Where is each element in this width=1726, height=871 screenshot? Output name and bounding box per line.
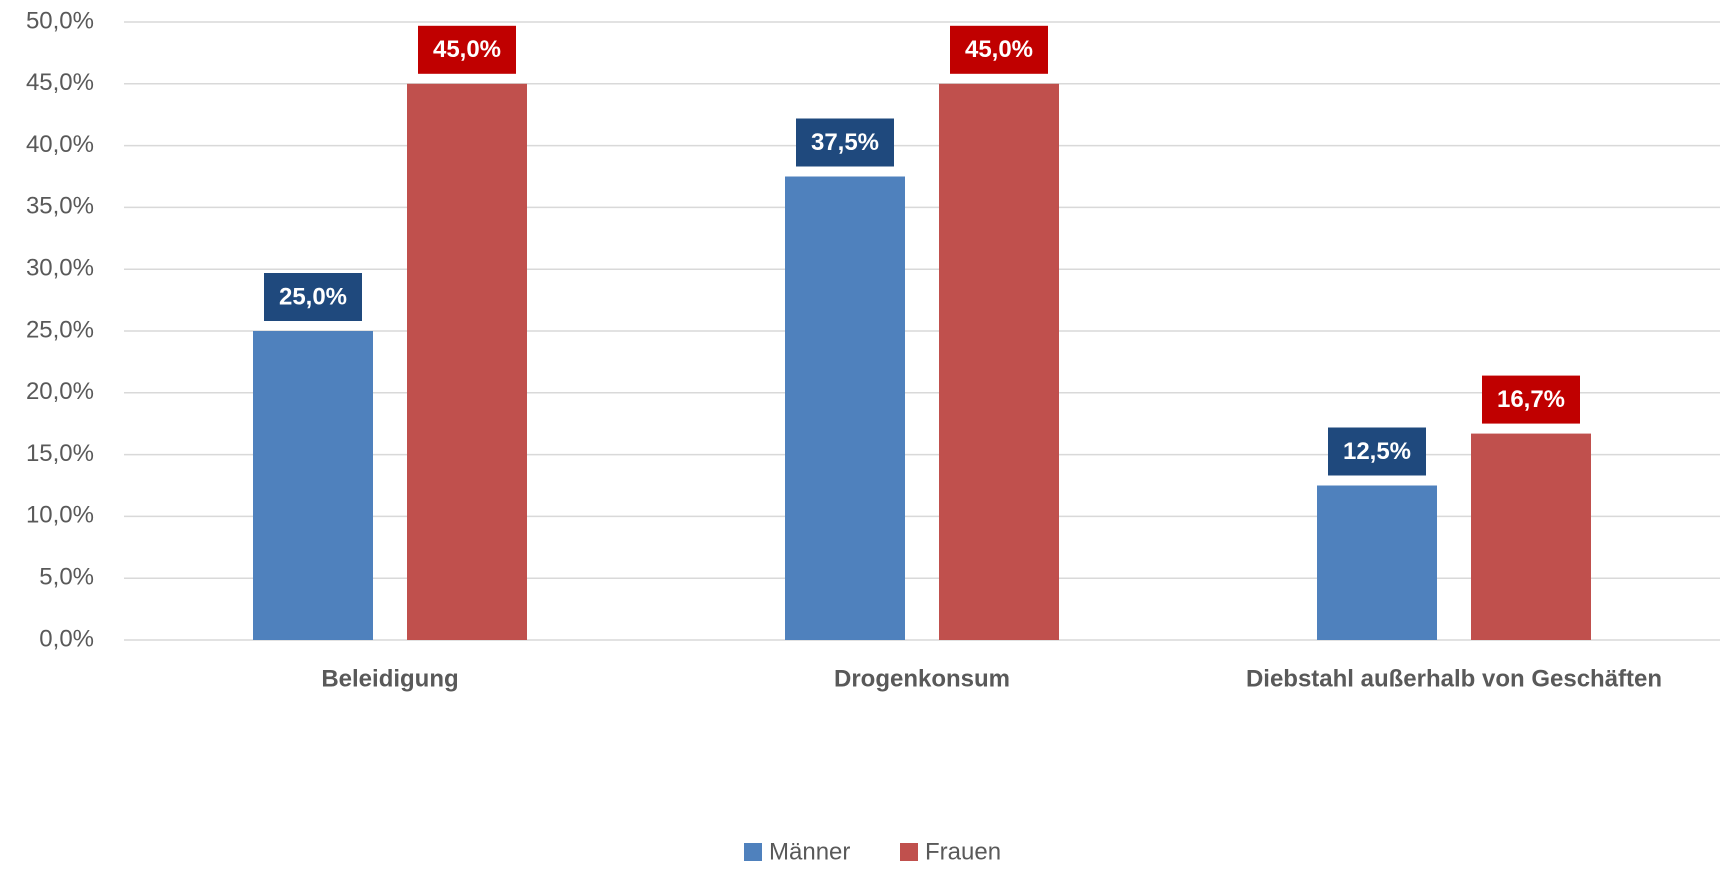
data-label: 45,0% — [965, 36, 1033, 63]
bar — [939, 83, 1059, 641]
y-tick-label: 10,0% — [26, 502, 94, 529]
legend-swatch — [744, 843, 762, 861]
x-tick-label: Drogenkonsum — [834, 665, 1010, 692]
y-tick-label: 15,0% — [26, 440, 94, 467]
bar — [253, 331, 373, 640]
data-label: 12,5% — [1343, 438, 1411, 465]
data-label-box — [1328, 427, 1426, 476]
data-label-box — [1482, 375, 1580, 424]
y-tick-label: 5,0% — [39, 564, 94, 591]
y-tick-label: 25,0% — [26, 316, 94, 343]
data-label: 45,0% — [433, 36, 501, 63]
x-tick-label: Beleidigung — [321, 665, 458, 692]
data-label-box — [950, 25, 1048, 74]
bar — [1317, 485, 1437, 640]
bar — [1471, 433, 1591, 640]
y-tick-label: 40,0% — [26, 131, 94, 158]
legend-swatch — [900, 843, 918, 861]
data-label: 25,0% — [279, 283, 347, 310]
bar — [785, 176, 905, 640]
y-tick-label: 30,0% — [26, 255, 94, 282]
y-tick-label: 20,0% — [26, 378, 94, 405]
data-label-box — [264, 273, 362, 321]
data-label: 16,7% — [1497, 386, 1565, 413]
data-label: 37,5% — [811, 129, 879, 156]
x-tick-label: Diebstahl außerhalb von Geschäften — [1246, 665, 1662, 692]
data-label-box — [418, 25, 516, 74]
y-tick-label: 50,0% — [26, 7, 94, 34]
legend-label: Frauen — [925, 838, 1001, 865]
legend-label: Männer — [769, 838, 850, 865]
y-tick-label: 35,0% — [26, 193, 94, 220]
bar — [407, 83, 527, 641]
data-label-box — [796, 118, 894, 167]
y-tick-label: 45,0% — [26, 69, 94, 96]
y-tick-label: 0,0% — [39, 625, 94, 652]
